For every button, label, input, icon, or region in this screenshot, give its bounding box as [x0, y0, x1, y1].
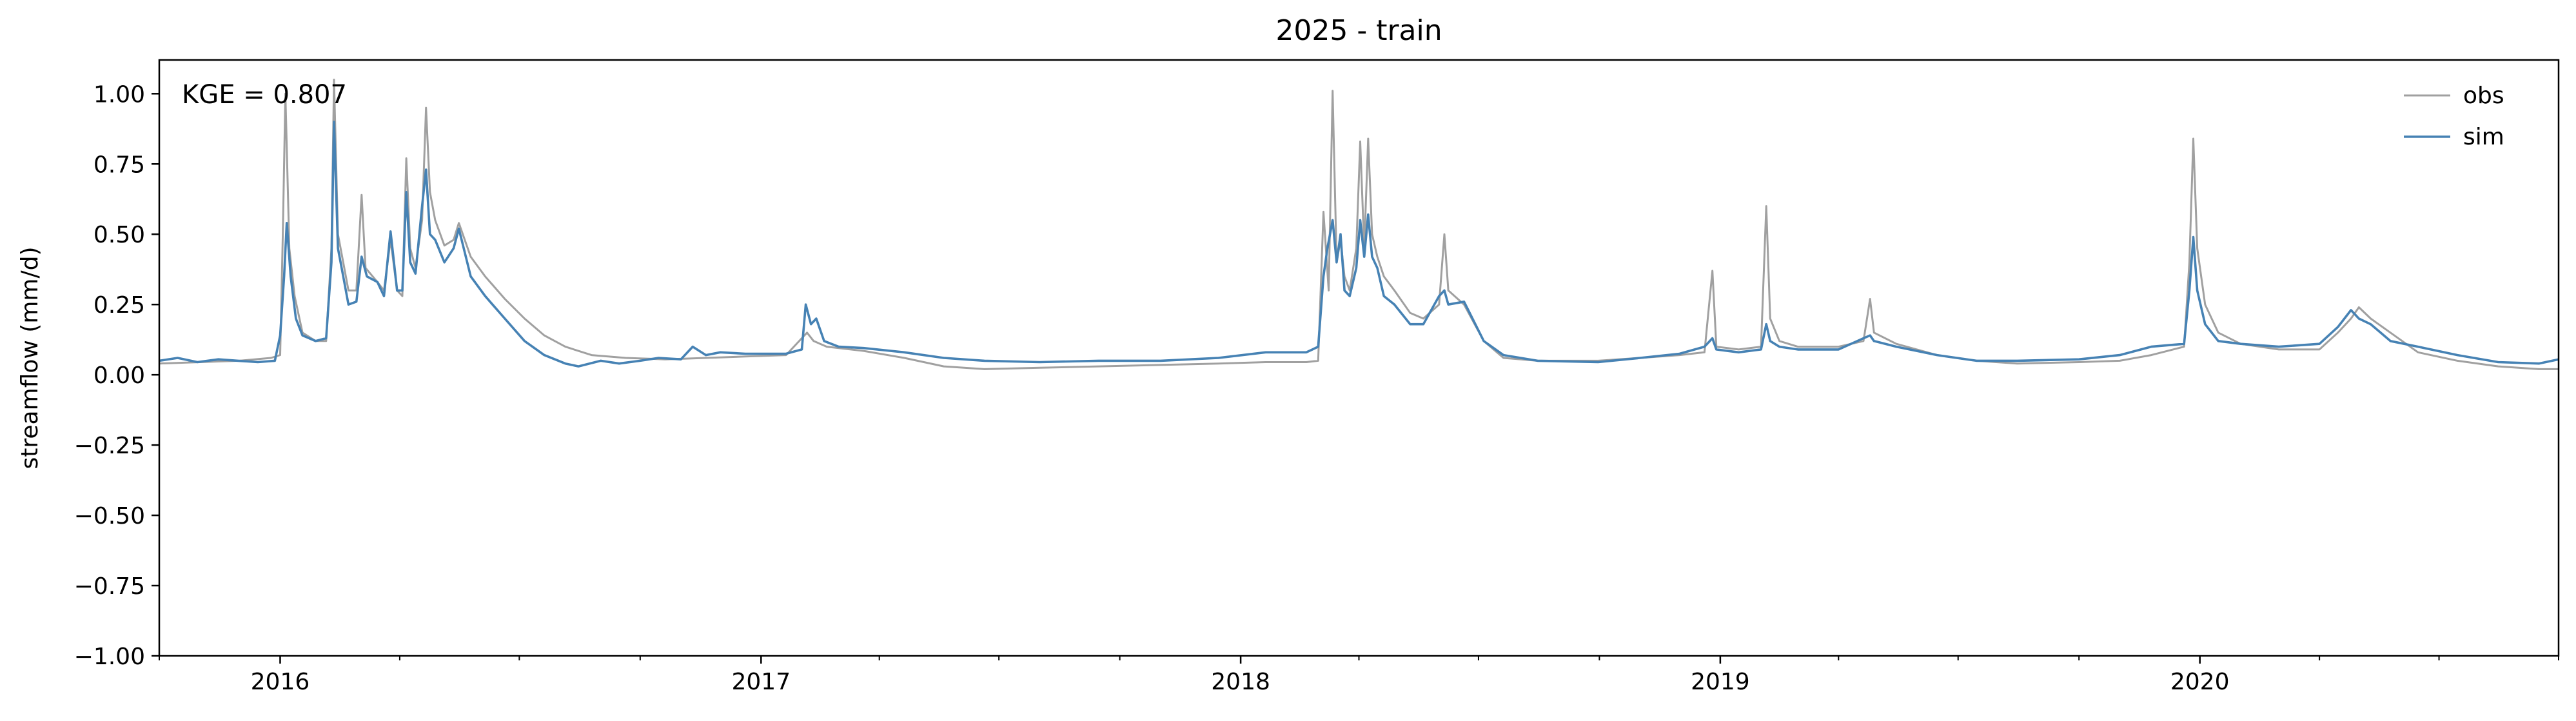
legend-label-obs: obs: [2463, 83, 2504, 109]
kge-annotation: KGE = 0.807: [182, 80, 347, 110]
y-tick-label: −0.75: [74, 573, 145, 600]
x-tick-label: 2016: [251, 669, 310, 695]
plot-area: [159, 79, 2559, 370]
x-tick-label: 2018: [1211, 669, 1270, 695]
y-tick-label: −0.50: [74, 503, 145, 529]
y-tick-label: 0.25: [93, 292, 145, 319]
y-tick-label: 1.00: [93, 81, 145, 108]
x-tick-label: 2019: [1691, 669, 1750, 695]
y-tick-label: 0.00: [93, 362, 145, 389]
y-tick-label: 0.75: [93, 152, 145, 178]
y-axis-label: streamflow (mm/d): [17, 247, 43, 469]
x-tick-label: 2020: [2170, 669, 2230, 695]
y-axis: −1.00 −0.75 −0.50 −0.25 0.00 0.25 0.50 0.75 1.00: [74, 81, 159, 670]
series-line-sim: [159, 121, 2559, 368]
x-axis: 2016 2017 2018 2019 2020: [251, 656, 2230, 695]
y-tick-label: −0.25: [74, 433, 145, 459]
y-tick-label: −1.00: [74, 644, 145, 670]
y-tick-label: 0.50: [93, 222, 145, 248]
x-tick-label: 2017: [731, 669, 791, 695]
legend-label-sim: sim: [2463, 124, 2504, 150]
chart-title: 2025 - train: [1275, 14, 1442, 47]
plot-frame: [158, 59, 2560, 657]
legend: obs sim: [2404, 83, 2504, 150]
